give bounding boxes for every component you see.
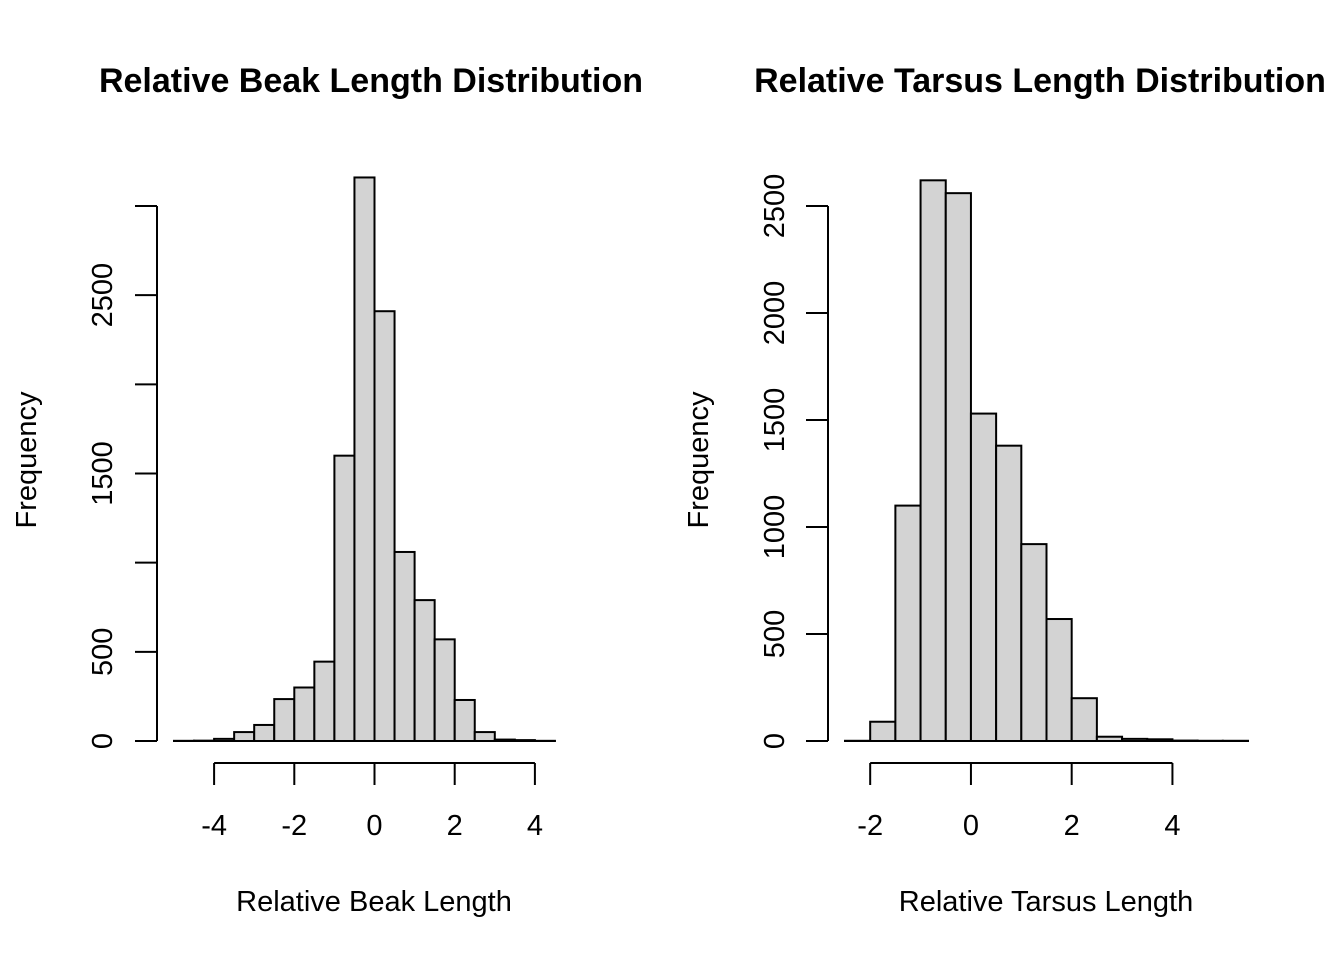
tarsus-histogram-panel: Relative Tarsus Length Distribution Rela… — [683, 62, 1326, 918]
bar-group — [844, 179, 1249, 743]
histogram-bar — [493, 738, 516, 742]
y-tick-label: 500 — [87, 628, 119, 676]
histogram-bar — [995, 444, 1023, 742]
histogram-bar — [473, 731, 496, 742]
bar-group — [173, 176, 556, 743]
y-tick-label: 1500 — [759, 388, 791, 453]
histogram-bar — [1020, 543, 1048, 742]
y-axis-label: Frequency — [11, 391, 43, 529]
histogram-bar — [944, 192, 972, 743]
x-tick-label: 2 — [1064, 810, 1080, 842]
y-tick-label: 0 — [87, 733, 119, 749]
x-axis: -4 -2 0 2 4 — [201, 762, 543, 842]
chart-title: Relative Beak Length Distribution — [99, 62, 643, 100]
x-tick-label: -4 — [201, 810, 227, 842]
histogram-bar — [253, 723, 276, 743]
histogram-bar — [293, 686, 316, 742]
histogram-bar — [869, 720, 897, 742]
histogram-bar — [1121, 737, 1149, 742]
histogram-bar — [969, 412, 998, 742]
chart-title: Relative Tarsus Length Distribution — [754, 62, 1326, 100]
beak-histogram-panel: Relative Beak Length Distribution Relati… — [11, 62, 643, 918]
y-tick-label: 2000 — [759, 281, 791, 346]
y-tick-label: 1000 — [759, 495, 791, 560]
y-tick-label: 2500 — [759, 174, 791, 239]
y-tick-label: 2500 — [87, 263, 119, 328]
histogram-bar — [233, 731, 256, 742]
y-axis: 0 500 1500 2500 — [87, 205, 158, 749]
y-tick-label: 0 — [759, 733, 791, 749]
histogram-bar — [213, 737, 236, 742]
y-axis: 0 500 1000 1500 2000 2500 — [759, 174, 829, 749]
histogram-bar — [273, 698, 296, 743]
x-tick-label: 2 — [447, 810, 463, 842]
x-tick-label: 4 — [1164, 810, 1180, 842]
histogram-bar — [894, 504, 922, 742]
histogram-bar — [333, 454, 356, 742]
x-tick-label: 4 — [527, 810, 543, 842]
histogram-bar — [433, 638, 456, 742]
x-axis: -2 0 2 4 — [857, 762, 1181, 842]
histogram-bar — [1146, 738, 1174, 743]
histogram-bar — [513, 739, 536, 743]
x-axis-label: Relative Beak Length — [236, 886, 512, 918]
x-axis-label: Relative Tarsus Length — [899, 886, 1193, 918]
x-tick-label: 0 — [366, 810, 382, 842]
histogram-bar — [413, 599, 436, 742]
histogram-bar — [373, 310, 396, 742]
y-tick-label: 1500 — [87, 441, 119, 506]
x-tick-label: 0 — [963, 810, 979, 842]
histogram-bar — [453, 698, 476, 743]
y-tick-label: 500 — [759, 610, 791, 658]
histogram-bar — [1070, 697, 1098, 743]
histogram-bar — [1045, 618, 1073, 743]
y-axis-label: Frequency — [683, 391, 715, 529]
histogram-bar — [919, 179, 947, 742]
x-tick-label: -2 — [281, 810, 307, 842]
histogram-bar — [353, 176, 376, 742]
histogram-bar — [313, 660, 336, 742]
histogram-bar — [1095, 735, 1124, 742]
histogram-bar — [393, 550, 416, 743]
x-tick-label: -2 — [857, 810, 883, 842]
